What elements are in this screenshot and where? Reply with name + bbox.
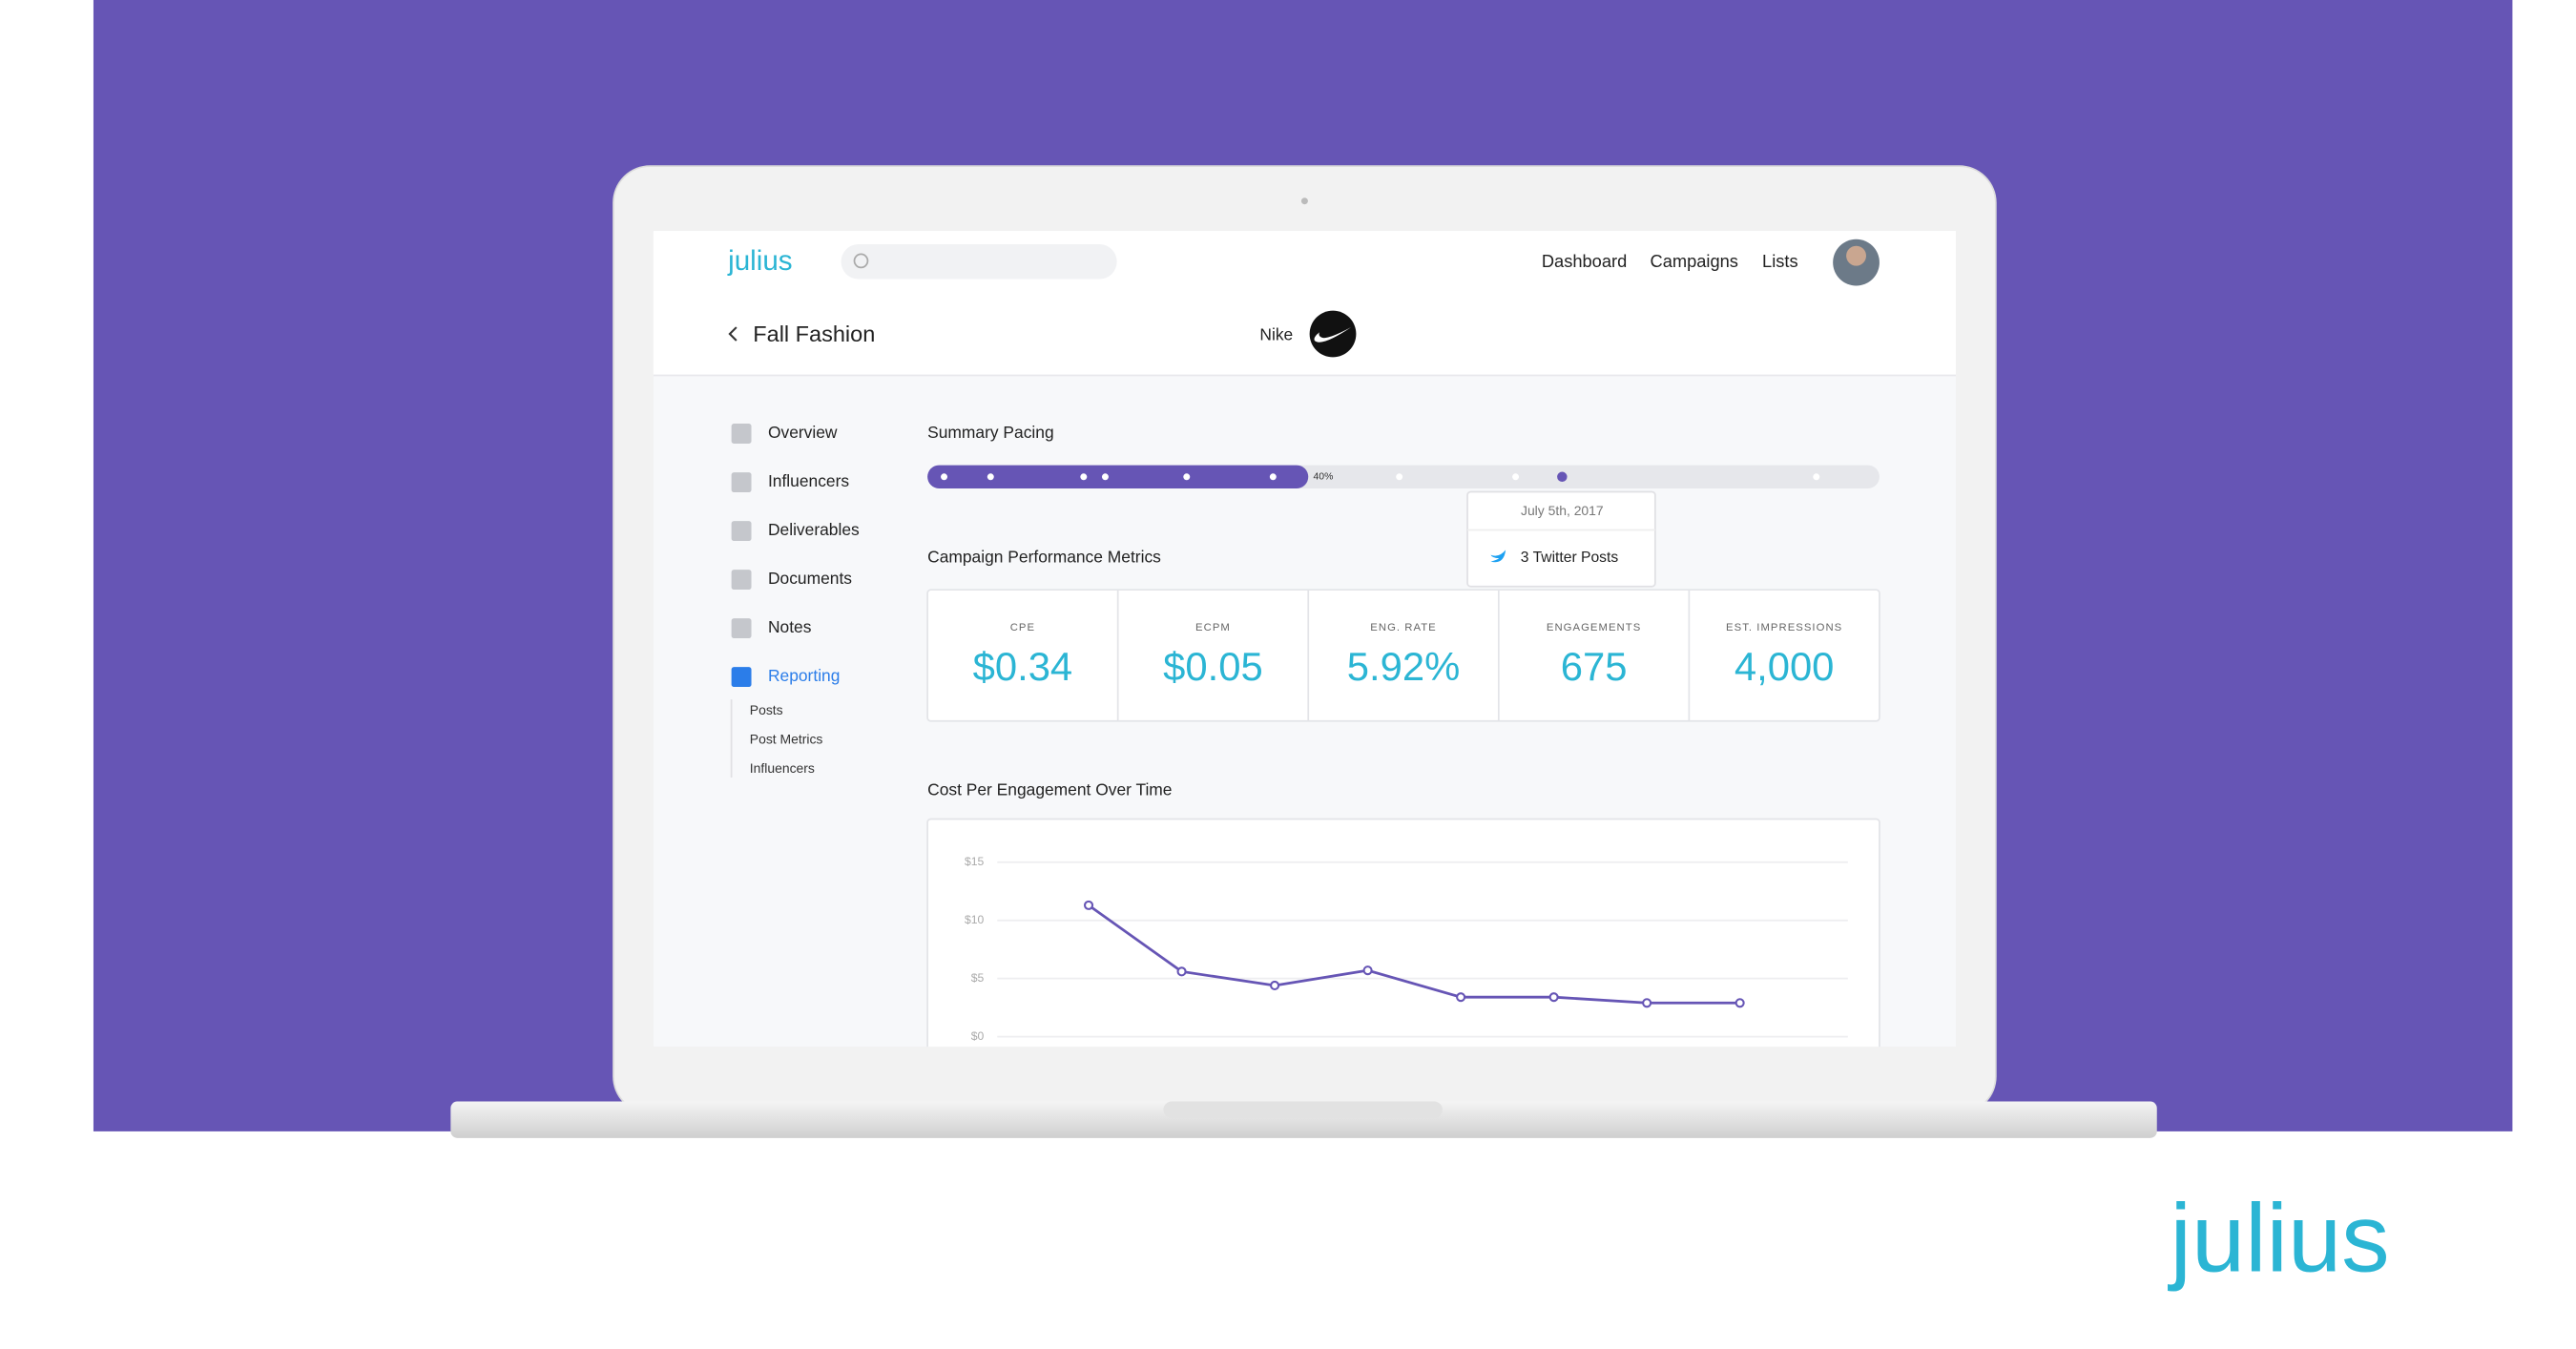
point [1270, 980, 1280, 991]
pacing-dots [941, 471, 1820, 482]
sidebar-subitem[interactable]: Posts [750, 702, 783, 717]
metric-label: ENG. RATE [1370, 622, 1436, 633]
section-title: Cost Per Engagement Over Time [927, 779, 1172, 799]
sidebar-subitem[interactable]: Influencers [750, 760, 815, 776]
sidebar-item[interactable]: Overview [768, 423, 838, 442]
page-title: Fall Fashion [753, 322, 875, 346]
point [1362, 965, 1373, 976]
brand-logo [1309, 310, 1357, 358]
line [1088, 903, 1740, 1005]
nav-link[interactable]: Dashboard [1542, 251, 1627, 271]
y-tick-label: $5 [971, 971, 985, 985]
nav-link[interactable]: Campaigns [1651, 251, 1738, 271]
metric-value: 5.92% [1347, 644, 1460, 689]
sidebar-icon [731, 618, 752, 639]
metric-label: EST. IMPRESSIONS [1726, 622, 1842, 633]
tooltip-text: 3 Twitter Posts [1521, 550, 1619, 566]
metric-label: ENGAGEMENTS [1547, 622, 1641, 633]
twitter-icon [1490, 548, 1509, 563]
y-tick-label: $10 [965, 913, 985, 926]
metric-value: $0.34 [973, 644, 1073, 689]
pacing-label: 40% [1313, 472, 1333, 483]
swoosh [1314, 327, 1352, 342]
y-tick-label: $0 [971, 1029, 985, 1043]
sidebar-icon [731, 472, 752, 492]
metric-label: ECPM [1195, 622, 1231, 633]
section-title: Summary Pacing [927, 423, 1054, 442]
metric-value: 675 [1561, 644, 1628, 689]
sidebar-icon [731, 570, 752, 591]
metric-value: 4,000 [1735, 644, 1835, 689]
tooltip [1466, 490, 1656, 588]
point [1456, 992, 1466, 1003]
point [1548, 992, 1559, 1003]
sidebar-item[interactable]: Notes [768, 617, 812, 636]
sidebar-item[interactable]: Documents [768, 569, 852, 588]
laptop-notch [1163, 1101, 1443, 1118]
camera [1300, 197, 1308, 205]
point [1642, 998, 1652, 1008]
search-box[interactable] [841, 243, 1117, 280]
sidebar-icon [731, 424, 752, 444]
back-arrow[interactable] [728, 326, 737, 342]
y-tick-label: $15 [965, 855, 985, 868]
nav-link[interactable]: Lists [1762, 251, 1798, 271]
search-icon [853, 253, 869, 269]
point [1176, 966, 1187, 977]
logo[interactable]: julius [727, 245, 792, 277]
sidebar-item[interactable]: Reporting [768, 666, 840, 685]
sidebar-item[interactable]: Deliverables [768, 520, 860, 539]
tooltip-date: July 5th, 2017 [1521, 503, 1604, 518]
footer-logo: julius [2168, 1186, 2390, 1293]
sidebar-item[interactable]: Influencers [768, 471, 849, 490]
sidebar-icon [731, 667, 752, 688]
pacing-fill [927, 465, 1309, 488]
section-title: Campaign Performance Metrics [927, 548, 1161, 567]
chart-panel [926, 818, 1880, 1048]
metric-label: CPE [1010, 622, 1035, 633]
brand-name: Nike [1259, 324, 1293, 343]
sidebar-icon [731, 521, 752, 541]
laptop-base [450, 1101, 2157, 1138]
avatar-face [1846, 245, 1866, 266]
sidebar-subitem[interactable]: Post Metrics [750, 731, 823, 746]
point [1083, 900, 1094, 910]
metrics-panel [926, 589, 1880, 722]
point [1735, 998, 1745, 1008]
metric-value: $0.05 [1163, 644, 1263, 689]
